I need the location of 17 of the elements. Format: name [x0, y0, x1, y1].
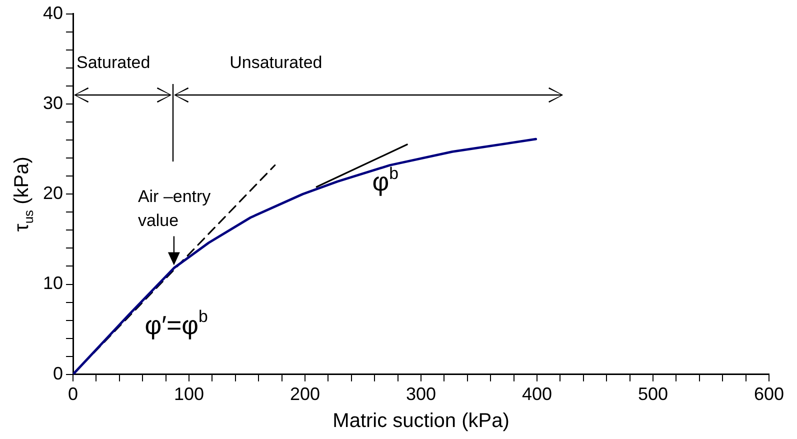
y-tick-label: 40	[42, 2, 64, 23]
x-axis-title: Matric suction (kPa)	[332, 410, 510, 432]
y-tick-label: 30	[42, 92, 64, 113]
x-tick-label: 400	[522, 384, 552, 404]
annotation: Unsaturated	[230, 52, 322, 72]
y-tick-label: 10	[42, 273, 64, 294]
y-axis-title: τus (kPa)	[11, 156, 36, 232]
annotation: Air –entry value	[138, 187, 212, 230]
y-tick-label: 0	[53, 363, 64, 384]
x-tick-label: 300	[406, 384, 436, 404]
annotation: Saturated	[76, 52, 150, 72]
x-tick-label: 600	[754, 384, 784, 404]
x-tick-label: 500	[638, 384, 668, 404]
y-tick-label: 20	[42, 183, 64, 204]
x-tick-label: 200	[290, 384, 320, 404]
x-tick-label: 0	[68, 384, 78, 404]
x-tick-label: 100	[174, 384, 204, 404]
